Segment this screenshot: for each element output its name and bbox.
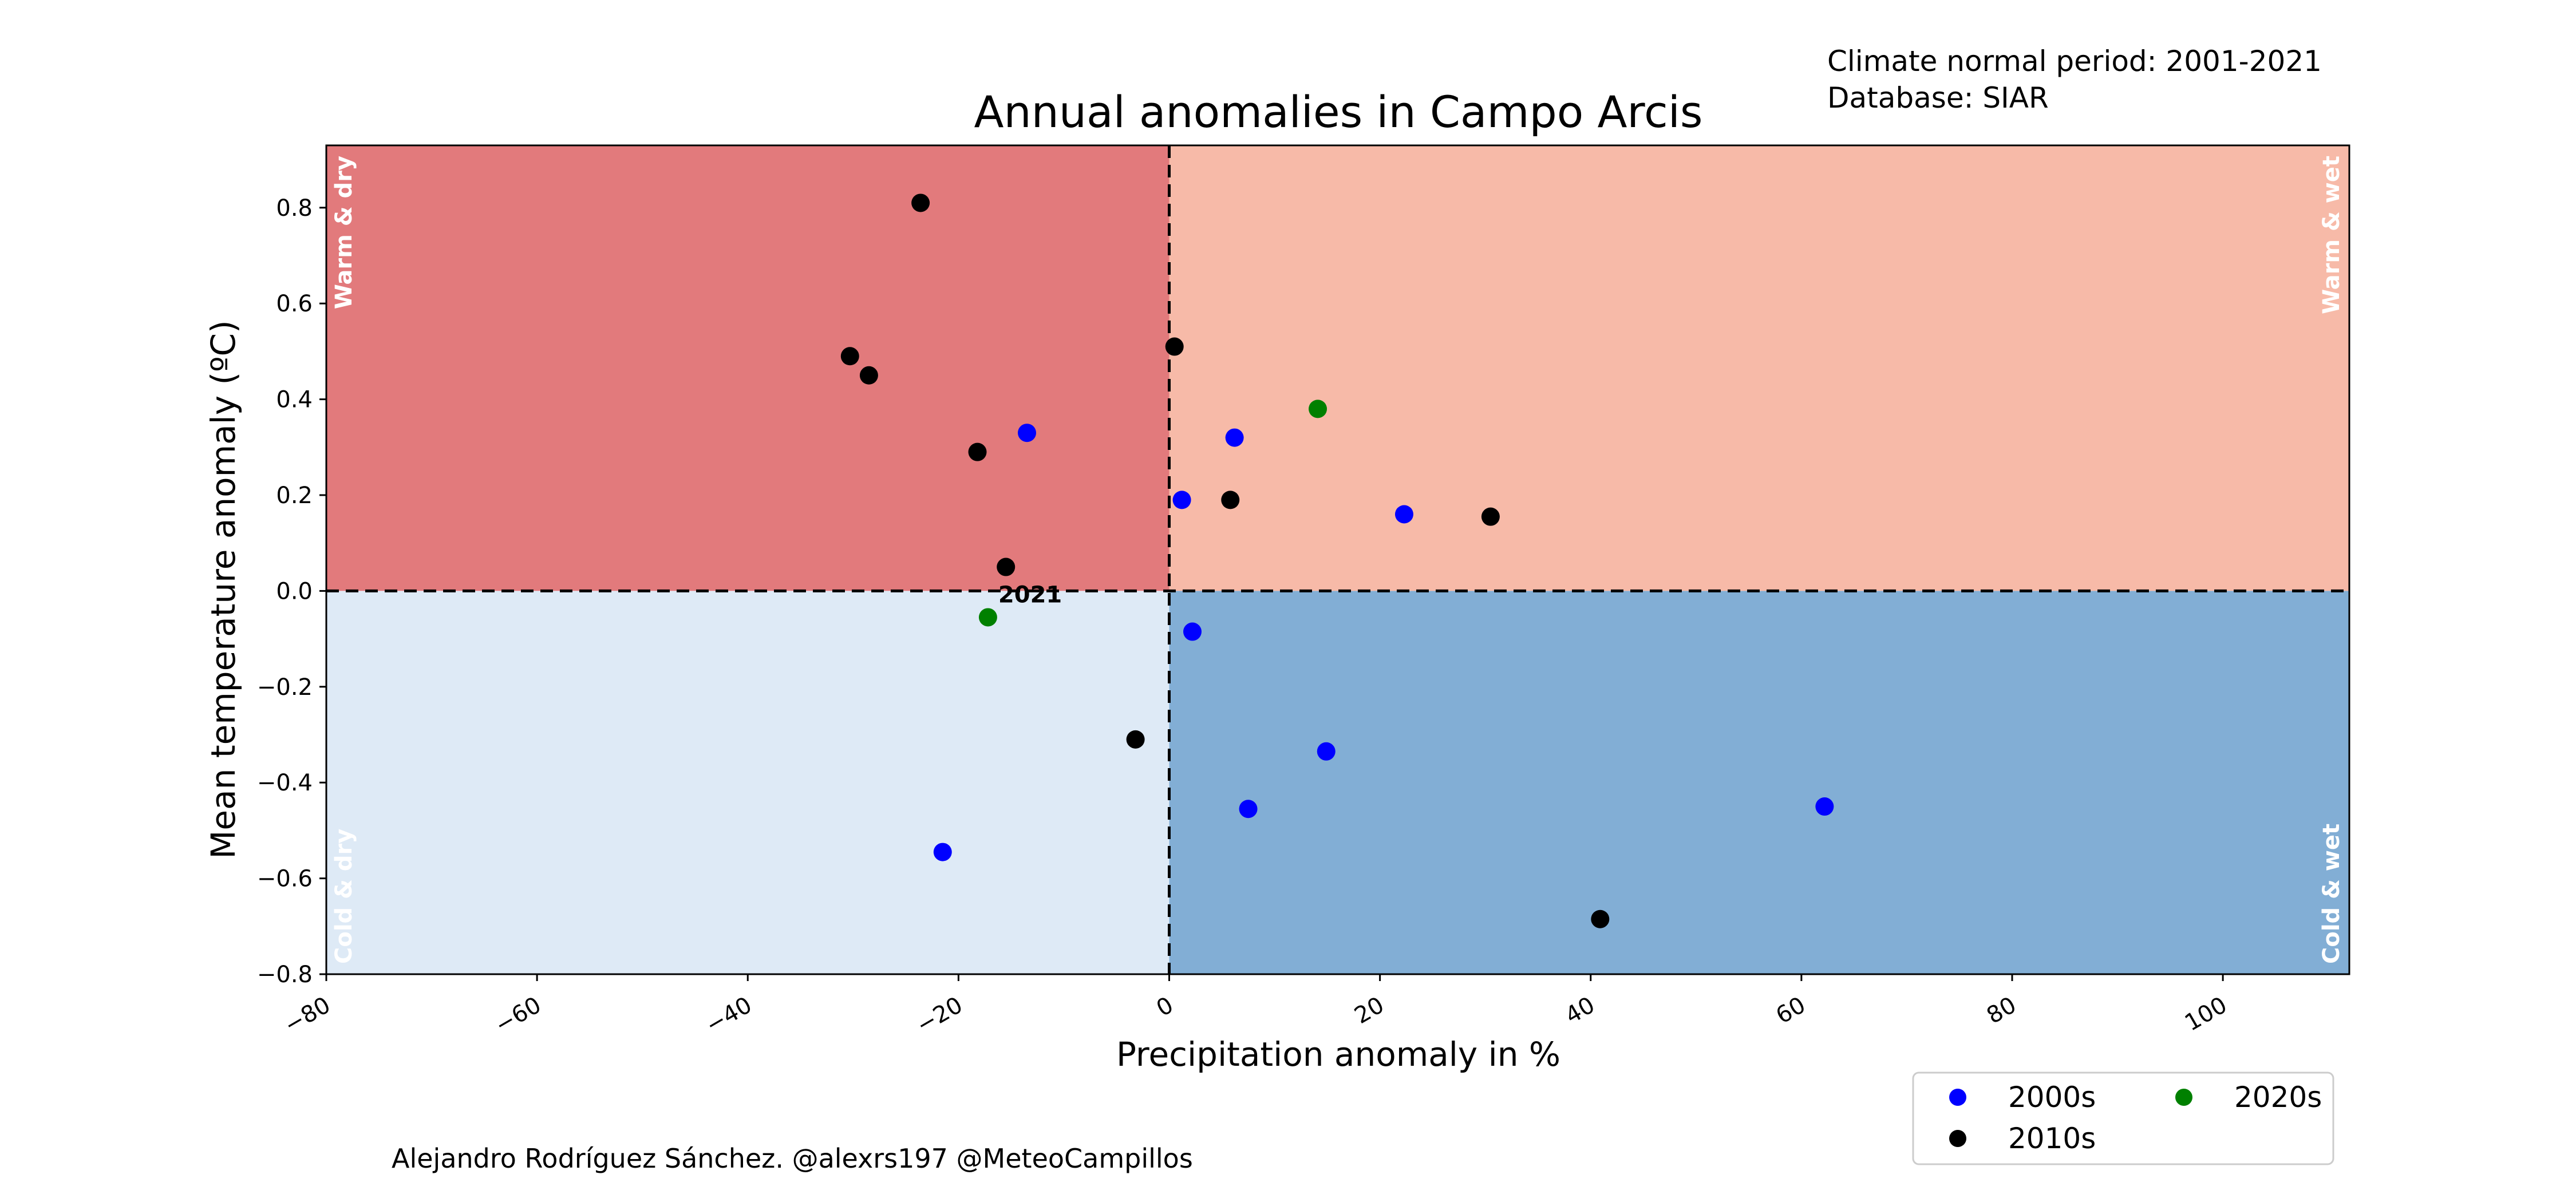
legend-marker-2020s [2175, 1089, 2192, 1106]
point-2000s [1172, 491, 1191, 509]
quadrant-labels: Warm & dry Warm & wet Cold & dry Cold & wet [331, 156, 2345, 964]
legend-label-2010s: 2010s [2008, 1122, 2096, 1155]
y-tick-label: 0.2 [276, 483, 313, 509]
quadrant-warm-wet [1169, 145, 2349, 591]
y-tick-label: 0.4 [276, 387, 313, 413]
y-tick-label: −0.4 [257, 770, 313, 796]
x-tick-label: −40 [701, 992, 756, 1039]
x-tick-label: 60 [1772, 992, 1810, 1029]
x-tick-label: 40 [1561, 992, 1599, 1029]
point-2020s [1309, 400, 1327, 418]
x-tick-label: −80 [280, 992, 335, 1039]
x-tick-label: −20 [912, 992, 967, 1039]
x-tick-label: 100 [2180, 992, 2231, 1037]
point-2010s [1165, 337, 1184, 356]
x-tick-label: −60 [491, 992, 546, 1039]
reference-lines [326, 145, 2349, 974]
point-2010s [1481, 507, 1500, 526]
point-2010s [911, 193, 930, 212]
point-2000s [1183, 622, 1202, 641]
y-tick-label: 0.0 [276, 578, 313, 604]
x-axis-label: Precipitation anomaly in % [1116, 1035, 1560, 1074]
point-2000s [933, 843, 952, 861]
quadrant-warm-dry [326, 145, 1170, 591]
point-2020s [978, 608, 997, 627]
y-tick-label: 0.8 [276, 195, 313, 222]
point-annotations: 2021 [998, 582, 1062, 608]
point-2000s [1317, 742, 1336, 761]
author-credit: Alejandro Rodríguez Sánchez. @alexrs197 … [392, 1143, 1193, 1174]
point-2010s [997, 557, 1016, 576]
point-2000s [1239, 800, 1258, 819]
quadrant-label-warm-wet: Warm & wet [2318, 156, 2345, 314]
legend-marker-2000s [1949, 1089, 1966, 1106]
quadrant-label-warm-dry: Warm & dry [331, 156, 357, 309]
y-tick-label: −0.8 [257, 962, 313, 988]
quadrant-cold-dry [326, 591, 1170, 974]
climate-normal-info: Climate normal period: 2001-2021 [1827, 45, 2322, 78]
y-axis: −0.8 −0.6 −0.4 −0.2 0.0 0.2 0.4 0.6 0.8 [257, 195, 326, 988]
y-tick-label: 0.6 [276, 291, 313, 317]
y-tick-label: −0.6 [257, 866, 313, 892]
legend-label-2020s: 2020s [2234, 1081, 2322, 1114]
x-tick-label: 80 [1982, 992, 2021, 1029]
point-2000s [1394, 505, 1413, 524]
quadrant-backgrounds [326, 145, 2349, 974]
data-points [840, 193, 1834, 928]
legend: 2000s 2010s 2020s [1912, 1071, 2334, 1165]
database-info: Database: SIAR [1827, 81, 2049, 114]
y-axis-label: Mean temperature anomaly (ºC) [204, 320, 243, 859]
point-2010s [1221, 491, 1240, 509]
point-2010s [1591, 910, 1610, 928]
quadrant-label-cold-wet: Cold & wet [2318, 824, 2345, 964]
chart-title: Annual anomalies in Campo Arcis [974, 86, 1703, 137]
x-tick-label: 20 [1350, 992, 1389, 1029]
point-2010s [1126, 730, 1145, 749]
point-2000s [1018, 424, 1037, 442]
legend-marker-2010s [1949, 1130, 1966, 1147]
quadrant-cold-wet [1169, 591, 2349, 974]
point-2000s [1815, 797, 1834, 816]
point-label: 2021 [998, 582, 1062, 608]
y-tick-label: −0.2 [257, 674, 313, 701]
plot-frame [325, 144, 2350, 975]
x-axis: −80 −60 −40 −20 0 20 40 60 80 100 [280, 974, 2231, 1039]
point-2000s [1225, 428, 1244, 447]
point-2010s [859, 366, 878, 385]
legend-label-2000s: 2000s [2008, 1081, 2096, 1114]
x-tick-label: 0 [1152, 992, 1178, 1022]
quadrant-label-cold-dry: Cold & dry [331, 829, 357, 964]
legend-frame [1912, 1071, 2334, 1165]
point-2010s [840, 347, 859, 366]
point-2010s [968, 442, 987, 461]
